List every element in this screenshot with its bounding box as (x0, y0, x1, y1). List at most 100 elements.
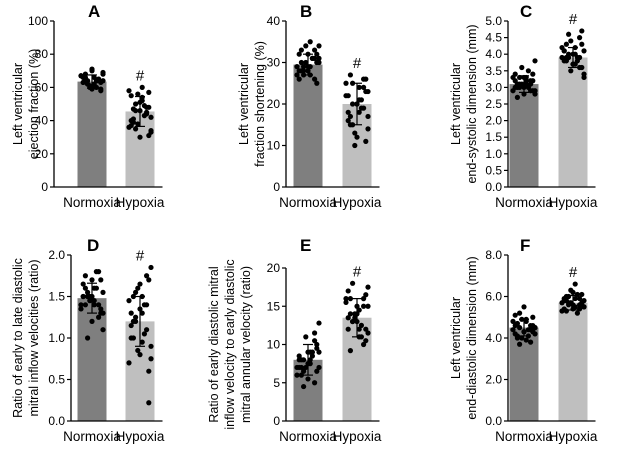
panel-b-point (314, 80, 320, 86)
panel-b-point (316, 59, 322, 66)
panel-b-point (296, 51, 302, 57)
panel-e-point (298, 372, 304, 378)
panel-e-point (352, 311, 358, 317)
panel-f-point (574, 310, 581, 316)
panel-c-point (577, 35, 583, 41)
panel-b-point (312, 55, 318, 61)
panel-d-point (87, 293, 93, 300)
panel-e-point (347, 296, 353, 302)
panel-d-point (135, 347, 141, 354)
panel-b-y-tick-label: 10 (267, 139, 281, 153)
panel-c-y-tick-label: 0.5 (485, 163, 502, 177)
panel-e-point (347, 348, 353, 354)
panel-f-letter: F (520, 236, 530, 255)
panel-f-point (530, 322, 536, 329)
panel-b-point (350, 80, 356, 86)
panel-c-letter: C (520, 2, 532, 21)
panel-e-point (356, 326, 362, 332)
panel-e-point (303, 364, 309, 371)
panel-b-point (307, 39, 313, 45)
panel-f-point (577, 302, 583, 308)
panel-d-point (85, 335, 91, 341)
panel-c-point (563, 41, 570, 47)
panel-b-point (298, 59, 304, 66)
panel-b-point (345, 109, 351, 115)
panel-b-point (356, 109, 362, 115)
panel-b-y-tick-label: 0 (273, 180, 280, 194)
panel-f-y-tick-label: 6.0 (485, 290, 502, 304)
panel-e-y-axis-title-line: mitral annular velocity (ratio) (239, 266, 253, 423)
panel-f-category-label: Normoxia (495, 429, 553, 444)
panel-e-point (314, 341, 320, 348)
panel-f-point (517, 341, 523, 347)
panel-a-point (133, 101, 139, 107)
panel-a-point (137, 99, 143, 105)
panel-d-point (96, 314, 102, 320)
panel-b-y-tick-label: 20 (267, 97, 281, 111)
panel-b-point (303, 43, 309, 49)
panel-c-point (577, 64, 583, 71)
panel-b-point (303, 59, 309, 66)
panel-e-point (345, 326, 351, 332)
panel-a-point (98, 88, 104, 94)
panel-e-point (358, 322, 364, 328)
panel-e-point (343, 299, 349, 306)
panel-c-category-label: Hypoxia (549, 195, 598, 210)
panel-d-category-label: Hypoxia (116, 429, 165, 444)
panel-b-point (301, 72, 307, 78)
panel-c-y-tick-label: 0.0 (485, 180, 502, 194)
panel-f-point (570, 306, 576, 312)
panel-a-point (148, 127, 154, 134)
panel-f-category-label: Hypoxia (549, 429, 598, 444)
panel-d-point (128, 310, 134, 316)
panel-d-point (139, 310, 145, 316)
panel-f-point (528, 339, 534, 345)
panel-e-point (354, 303, 360, 309)
panel-b-point (301, 64, 307, 70)
panel-a-point (141, 113, 147, 119)
panel-e-point (301, 383, 307, 390)
panel-f-point (559, 308, 565, 314)
panel-a-point (85, 81, 91, 87)
panel-d-point (130, 293, 136, 300)
panel-b-point (294, 72, 300, 78)
panel-b-point (312, 47, 318, 53)
panel-c-y-tick-label: 4.5 (485, 31, 502, 45)
panel-a-point (128, 93, 134, 99)
panel-c-y-tick-label: 5.0 (485, 14, 502, 28)
panel-f-point (528, 327, 534, 333)
panel-b-point (307, 72, 313, 78)
panel-e-point (350, 280, 356, 286)
panel-a-point (137, 108, 143, 114)
panel-a-y-tick-label: 100 (28, 14, 48, 28)
panel-c-significance-mark: # (569, 11, 578, 28)
panel-c-category-label: Normoxia (495, 195, 553, 210)
panel-b-point (312, 76, 318, 82)
panel-f-y-axis-title-line: end-diastolic dimension (mm) (465, 256, 479, 419)
panel-d-point (98, 306, 104, 312)
panel-b-point (350, 101, 356, 107)
panel-d-point (144, 327, 150, 333)
panel-c-point (532, 58, 538, 64)
panel-e-y-tick-label: 10 (267, 338, 281, 352)
panel-c-y-tick-label: 3.5 (485, 64, 502, 78)
panel-f-bar-normoxia (509, 327, 539, 421)
panel-e-category-label: Normoxia (279, 429, 337, 444)
panel-b-point (343, 80, 349, 86)
panel-e-point (314, 368, 320, 374)
panel-a-point (135, 91, 141, 97)
panel-b-point (361, 76, 367, 82)
panel-e-point (312, 338, 318, 344)
panel-d-y-tick-label: 2.0 (48, 248, 65, 262)
panel-a-point (130, 106, 136, 112)
panel-e-point (356, 307, 362, 313)
panel-b-point (356, 97, 362, 103)
panel-b-point (363, 88, 369, 95)
panel-b-y-axis-title-line: fraction shortening (%) (253, 41, 267, 167)
panel-c-y-tick-label: 4.0 (485, 47, 502, 61)
panel-c-point (514, 94, 521, 100)
panel-d-y-tick-label: 0.0 (48, 414, 65, 428)
panel-c-bar-normoxia (509, 84, 539, 187)
panel-f-y-tick-label: 4.0 (485, 331, 502, 345)
panel-a-point (96, 78, 102, 84)
